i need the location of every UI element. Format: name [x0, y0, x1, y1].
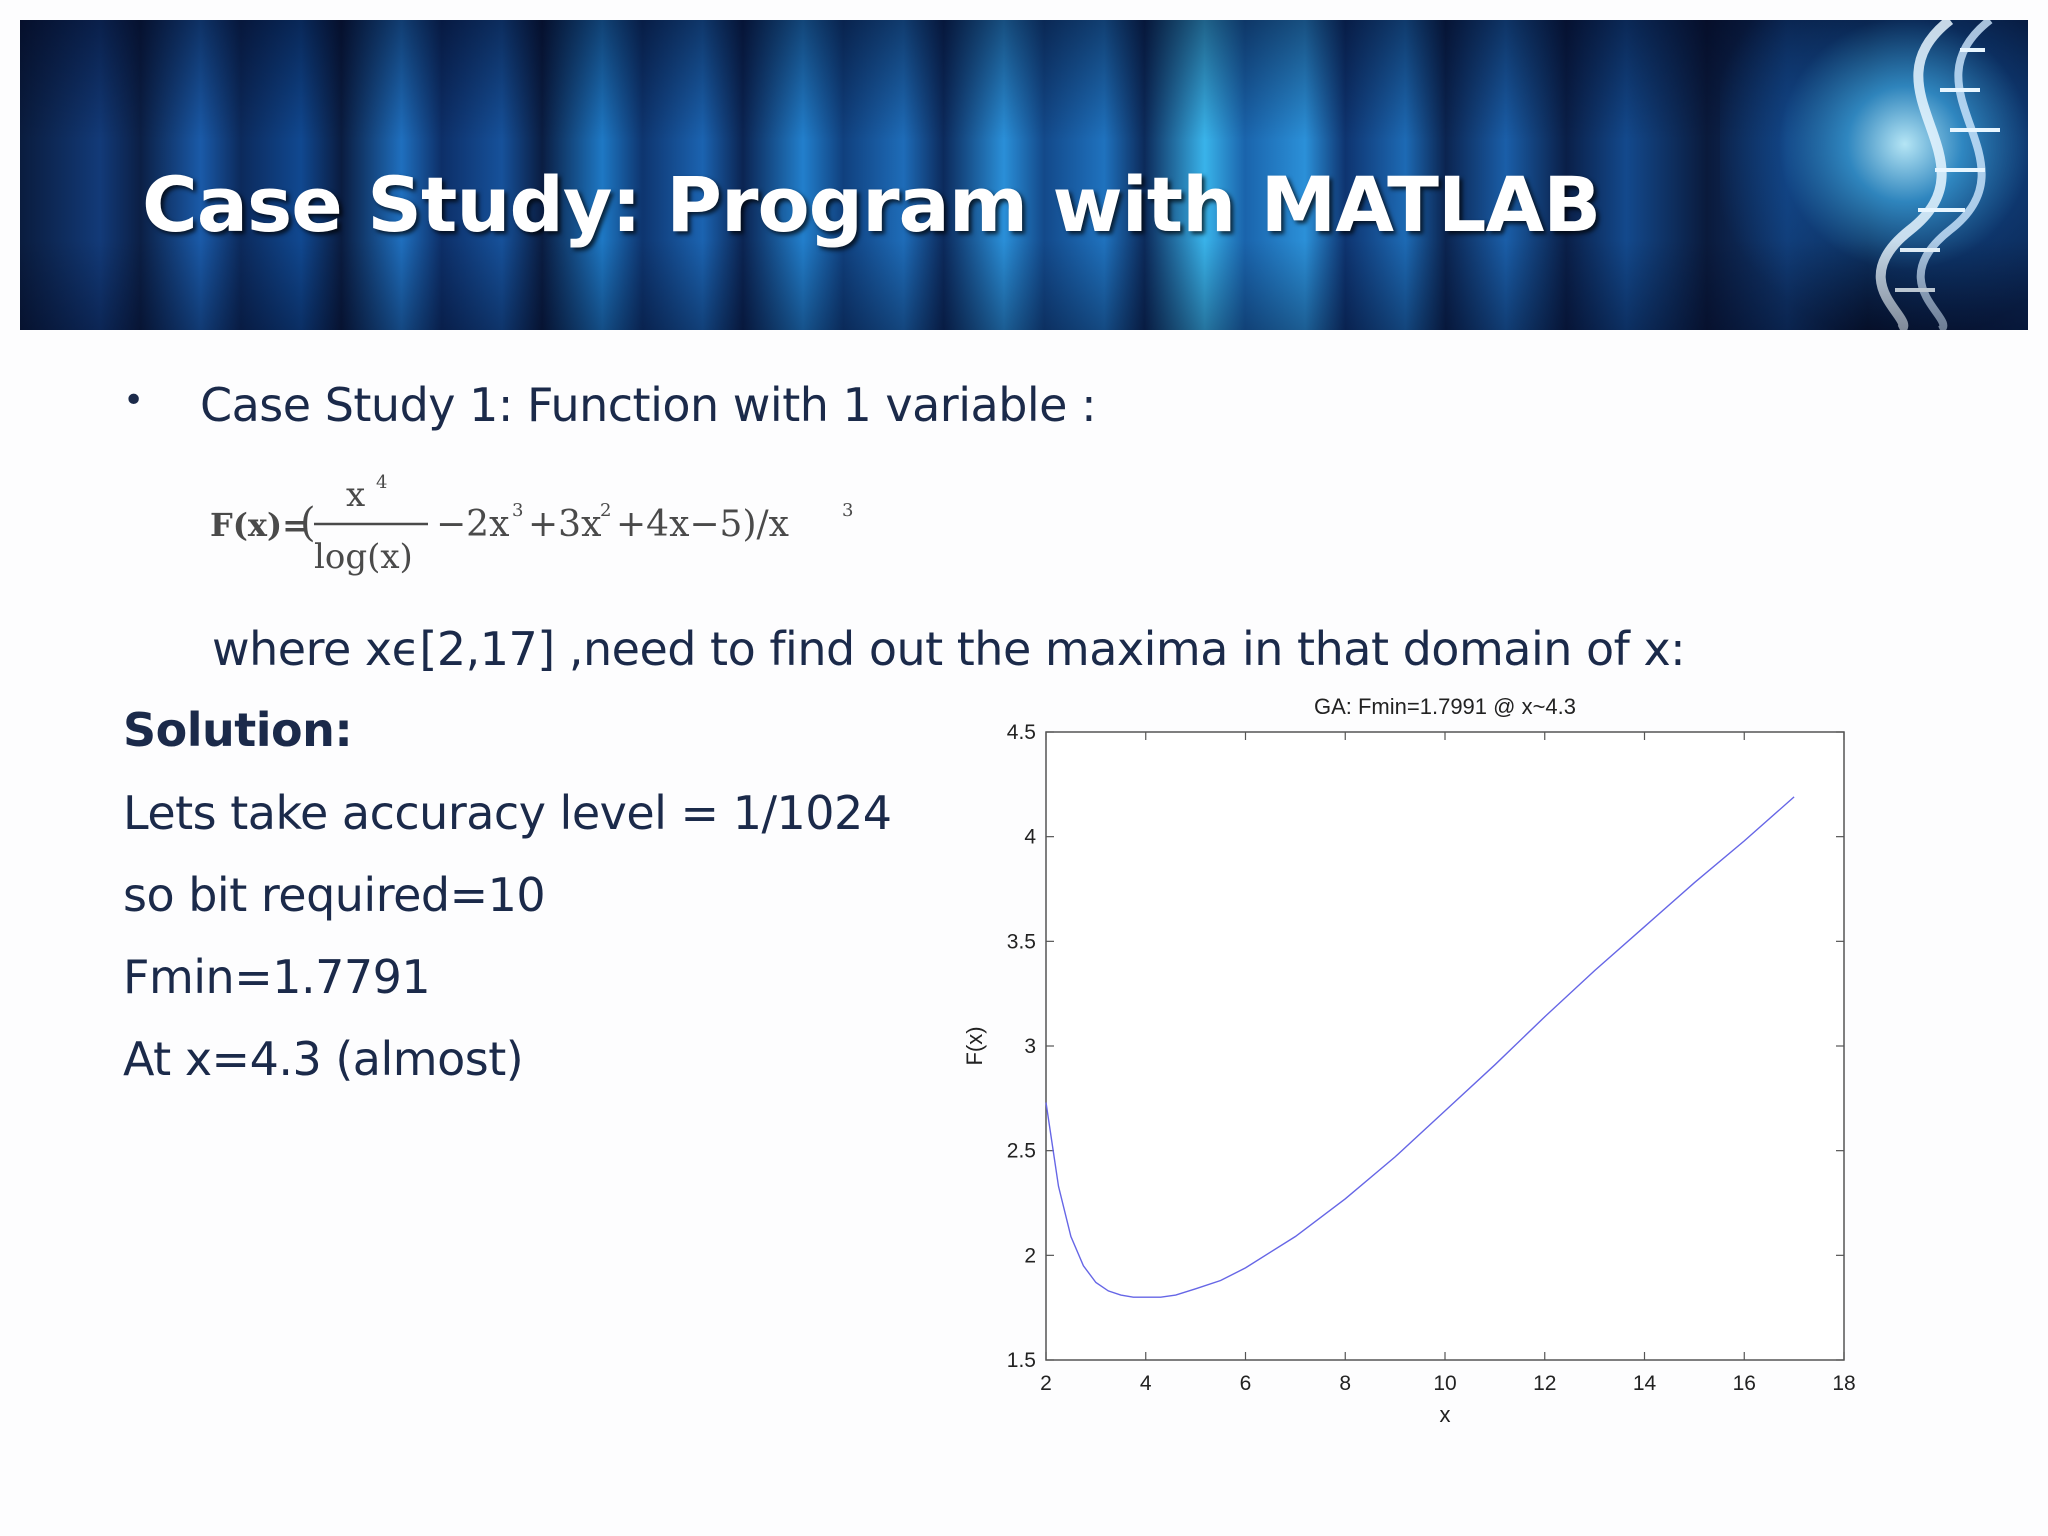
solution-heading: Solution: [123, 703, 353, 757]
chart-title: GA: Fmin=1.7991 @ x~4.3 [1314, 694, 1576, 719]
title-banner: Case Study: Program with MATLAB [20, 20, 2028, 330]
domain-statement: where xϵ[2,17] ,need to find out the max… [212, 622, 1686, 676]
x-tick-labels: 2 4 6 8 10 12 14 16 18 [1040, 1372, 1856, 1395]
formula-lhs: F(x)= [210, 506, 309, 544]
x-tick-label: 18 [1832, 1372, 1855, 1395]
solution-line: Lets take accuracy level = 1/1024 [123, 786, 892, 840]
y-tick-label: 3 [1024, 1035, 1036, 1058]
bullet-icon: • [123, 380, 145, 421]
slide-title: Case Study: Program with MATLAB [142, 160, 1601, 249]
x-tick-label: 14 [1633, 1372, 1657, 1395]
y-tick-label: 2.5 [1007, 1140, 1036, 1163]
x-tick-label: 4 [1140, 1372, 1152, 1395]
y-tick-label: 3.5 [1007, 930, 1036, 953]
y-tick-label: 4 [1024, 826, 1036, 849]
solution-line: At x=4.3 (almost) [123, 1032, 524, 1086]
y-axis-label: F(x) [962, 1026, 987, 1065]
formula-term1: −2x [436, 504, 509, 545]
y-tick-label: 2 [1024, 1244, 1036, 1267]
y-tick-labels: 1.5 2 2.5 3 3.5 4 4.5 [1007, 721, 1037, 1372]
plot-area [1045, 731, 1845, 1361]
formula-denominator: log(x) [314, 537, 413, 577]
y-tick-label: 4.5 [1007, 721, 1036, 744]
x-axis-label: x [1440, 1402, 1451, 1427]
formula-exp-c: 3 [842, 500, 853, 521]
formula-term3: +4x−5)/x [616, 504, 789, 545]
x-tick-label: 12 [1533, 1372, 1556, 1395]
formula-term2: +3x [528, 504, 601, 545]
x-tick-label: 2 [1040, 1372, 1052, 1395]
x-tick-label: 6 [1240, 1372, 1252, 1395]
tick-marks [1045, 731, 1845, 1361]
solution-line: Fmin=1.7791 [123, 950, 431, 1004]
formula-numerator-exp: 4 [376, 472, 387, 493]
x-tick-label: 16 [1733, 1372, 1756, 1395]
formula-numerator: x [346, 475, 365, 515]
series-line [1045, 796, 1795, 1298]
svg-text:(: ( [300, 500, 316, 546]
y-tick-label: 1.5 [1007, 1349, 1036, 1372]
line-chart: 2 4 6 8 10 12 14 16 18 1.522.533.544.5 GA: Fmin=… [962, 694, 1856, 1427]
dna-helix-icon [1875, 20, 2000, 330]
formula-exp-a: 3 [512, 500, 523, 521]
formula: F(x)= ( x 4 log(x) −2x 3 +3x 2 +4x−5)/x … [210, 472, 853, 577]
solution-line: so bit required=10 [123, 868, 546, 922]
formula-exp-b: 2 [600, 500, 611, 521]
x-tick-label: 10 [1433, 1372, 1456, 1395]
bullet-text: Case Study 1: Function with 1 variable : [200, 378, 1097, 432]
x-tick-label: 8 [1339, 1372, 1351, 1395]
